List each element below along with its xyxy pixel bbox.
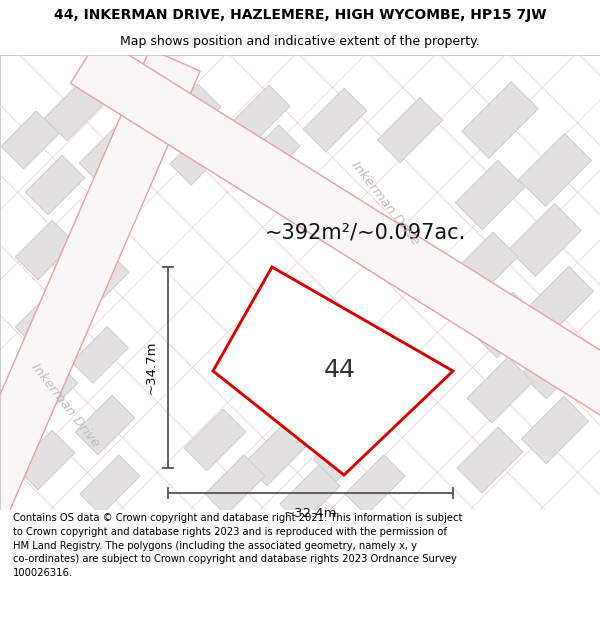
Polygon shape	[16, 220, 74, 280]
Polygon shape	[452, 232, 518, 298]
Polygon shape	[44, 79, 106, 141]
Polygon shape	[79, 124, 141, 186]
Polygon shape	[76, 190, 134, 250]
Polygon shape	[467, 357, 533, 423]
Polygon shape	[170, 125, 230, 185]
Text: ~32.4m: ~32.4m	[284, 507, 337, 520]
Polygon shape	[472, 292, 538, 358]
Polygon shape	[345, 455, 405, 515]
Text: ~34.7m: ~34.7m	[145, 341, 158, 394]
Polygon shape	[1, 111, 59, 169]
Polygon shape	[72, 327, 128, 383]
Polygon shape	[205, 455, 265, 515]
Polygon shape	[377, 98, 443, 162]
Text: Inkerman Drive: Inkerman Drive	[28, 361, 101, 449]
Polygon shape	[521, 331, 589, 399]
Polygon shape	[80, 455, 140, 515]
Polygon shape	[240, 125, 300, 185]
Text: 44, INKERMAN DRIVE, HAZLEMERE, HIGH WYCOMBE, HP15 7JW: 44, INKERMAN DRIVE, HAZLEMERE, HIGH WYCO…	[54, 8, 546, 22]
Polygon shape	[280, 465, 340, 525]
Polygon shape	[70, 37, 600, 418]
Polygon shape	[184, 409, 246, 471]
Polygon shape	[521, 396, 589, 464]
Polygon shape	[19, 360, 77, 420]
Polygon shape	[71, 251, 129, 309]
Text: ~392m²/~0.097ac.: ~392m²/~0.097ac.	[265, 223, 466, 243]
Polygon shape	[313, 418, 377, 482]
Polygon shape	[16, 430, 74, 490]
Polygon shape	[462, 82, 538, 158]
Polygon shape	[244, 424, 306, 486]
Polygon shape	[76, 395, 134, 455]
Text: Contains OS data © Crown copyright and database right 2021. This information is : Contains OS data © Crown copyright and d…	[13, 514, 463, 578]
Text: Inkerman Drive: Inkerman Drive	[349, 159, 422, 248]
Polygon shape	[518, 134, 592, 206]
Polygon shape	[457, 427, 523, 493]
Text: 44: 44	[324, 358, 356, 382]
Polygon shape	[0, 49, 200, 521]
Polygon shape	[509, 204, 581, 276]
Polygon shape	[303, 88, 367, 152]
Polygon shape	[230, 85, 290, 145]
Polygon shape	[25, 155, 85, 215]
Text: Map shows position and indicative extent of the property.: Map shows position and indicative extent…	[120, 35, 480, 48]
Polygon shape	[526, 266, 593, 334]
Polygon shape	[16, 290, 74, 350]
Polygon shape	[159, 84, 221, 146]
Polygon shape	[455, 161, 524, 229]
Polygon shape	[213, 267, 453, 475]
